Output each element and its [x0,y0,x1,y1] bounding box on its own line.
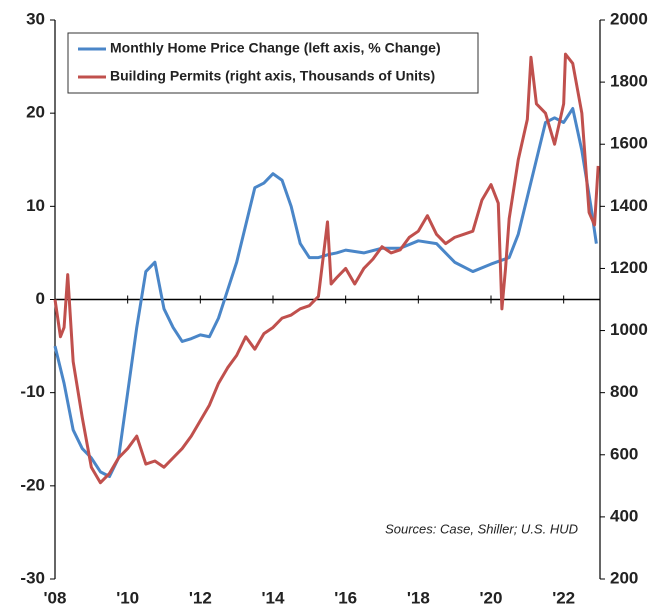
y-tick-label: -20 [20,475,45,494]
series-line [53,107,598,479]
legend-label: Monthly Home Price Change (left axis, % … [110,40,441,56]
y2-tick-label: 1000 [610,320,648,339]
x-tick-label: '12 [189,588,212,607]
x-tick-label: '08 [44,588,67,607]
y2-tick-label: 200 [610,568,638,587]
y2-tick-label: 1400 [610,196,648,215]
legend-box [67,32,479,94]
legend-label: Building Permits (right axis, Thousands … [110,68,435,84]
y2-tick-label: 1800 [610,72,648,91]
y-tick-label: 10 [26,196,45,215]
y-tick-label: 0 [36,289,45,308]
x-tick-label: '16 [334,588,357,607]
y-tick-label: -30 [20,568,45,587]
x-tick-label: '20 [480,588,503,607]
y-tick-label: -10 [20,382,45,401]
y2-tick-label: 800 [610,382,638,401]
y2-tick-label: 1600 [610,134,648,153]
y2-tick-label: 600 [610,444,638,463]
x-tick-label: '10 [116,588,139,607]
x-tick-label: '18 [407,588,430,607]
y2-tick-label: 2000 [610,9,648,28]
series-line [53,52,600,485]
y-tick-label: 20 [26,103,45,122]
y2-tick-label: 400 [610,506,638,525]
annotation: Sources: Case, Shiller; U.S. HUD [385,521,578,536]
x-tick-label: '22 [552,588,575,607]
y2-tick-label: 1200 [610,258,648,277]
x-tick-label: '14 [262,588,285,607]
y-tick-label: 30 [26,9,45,28]
